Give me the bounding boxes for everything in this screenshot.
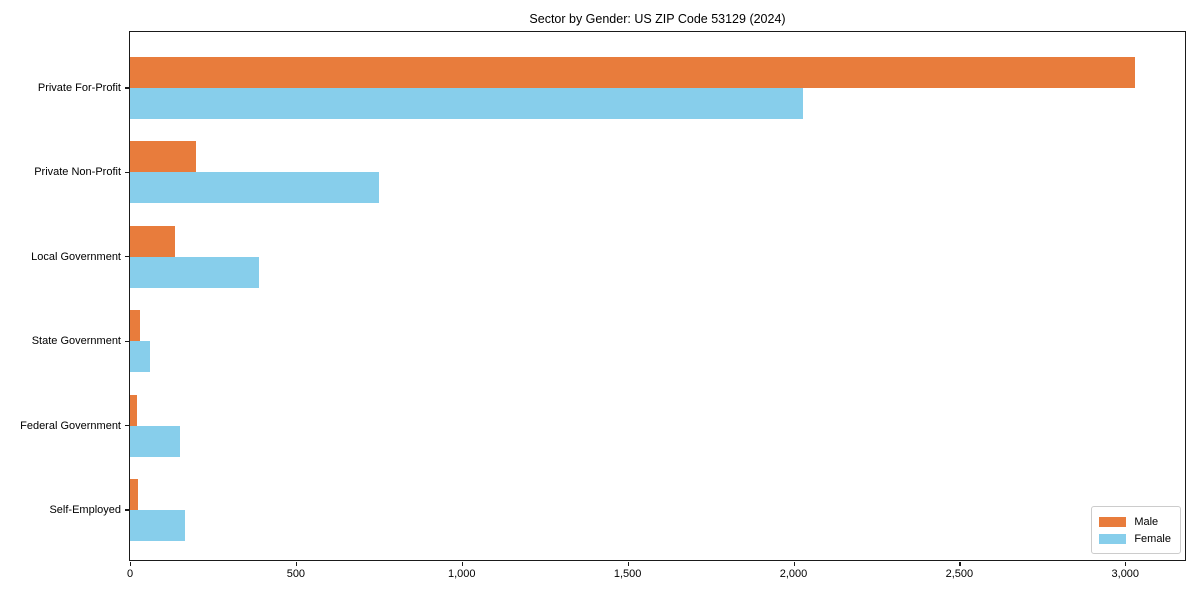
- bar-male-state-government: [130, 310, 140, 342]
- x-tick-mark: [295, 561, 298, 566]
- bar-male-private-for-profit: [130, 57, 1136, 88]
- x-tick-mark: [130, 561, 132, 566]
- y-tick-mark: [125, 171, 129, 173]
- legend-swatch-female: [1099, 533, 1127, 544]
- y-tick-label-self-employed: Self-Employed: [49, 504, 121, 516]
- bar-male-private-non-profit: [130, 141, 197, 173]
- bar-male-local-government: [130, 225, 175, 257]
- y-tick-mark: [125, 425, 129, 427]
- chart-title: Sector by Gender: US ZIP Code 53129 (202…: [529, 12, 786, 26]
- y-tick-mark: [125, 340, 129, 342]
- x-tick-label-2500: 2,500: [945, 568, 974, 580]
- bar-female-self-employed: [130, 510, 185, 541]
- y-tick-mark: [125, 256, 129, 258]
- x-tick-label-2000: 2,000: [779, 568, 808, 580]
- legend-item-female: Female: [1099, 530, 1171, 547]
- y-tick-label-federal-government: Federal Government: [20, 419, 121, 432]
- bar-female-private-non-profit: [130, 172, 379, 204]
- x-tick-mark: [959, 561, 961, 566]
- y-tick-label-private-non-profit: Private Non-Profit: [34, 166, 121, 179]
- legend-swatch-male: [1099, 516, 1127, 527]
- x-tick-mark: [793, 561, 795, 566]
- y-tick-label-private-for-profit: Private For-Profit: [37, 82, 121, 94]
- x-tick-mark: [1125, 561, 1127, 566]
- x-tick-label-0: 0: [126, 568, 134, 580]
- x-tick-mark: [627, 561, 629, 566]
- bar-female-local-government: [130, 256, 260, 288]
- legend-label: Female: [1134, 532, 1171, 545]
- bar-female-private-for-profit: [130, 88, 804, 119]
- plot-area: Male Female: [129, 31, 1186, 561]
- x-tick-label-500: 500: [286, 568, 306, 580]
- bar-male-federal-government: [130, 394, 137, 426]
- legend-item-male: Male: [1099, 513, 1171, 530]
- bar-female-state-government: [130, 341, 150, 373]
- y-tick-mark: [125, 509, 129, 511]
- y-tick-label-state-government: State Government: [31, 335, 121, 348]
- y-tick-mark: [125, 87, 129, 89]
- y-tick-label-local-government: Local Government: [31, 250, 121, 263]
- x-tick-label-3000: 3,000: [1111, 568, 1140, 580]
- bar-male-self-employed: [130, 479, 139, 510]
- bar-female-federal-government: [130, 425, 180, 457]
- legend-label: Male: [1134, 515, 1159, 528]
- x-tick-label-1000: 1,000: [447, 568, 476, 580]
- x-tick-label-1500: 1,500: [613, 568, 642, 580]
- x-tick-mark: [461, 561, 463, 566]
- legend: Male Female: [1091, 506, 1181, 554]
